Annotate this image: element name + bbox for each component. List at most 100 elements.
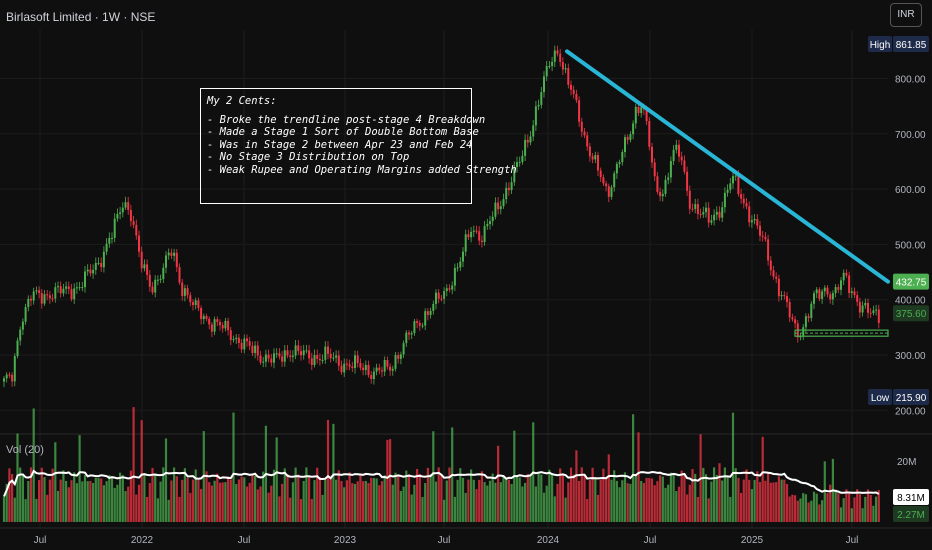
candle-body [251, 345, 254, 353]
volume-bar [251, 473, 254, 522]
candle-body [192, 302, 194, 306]
volume-bar [721, 480, 724, 522]
candle-body [804, 316, 807, 328]
candle-body [89, 269, 92, 274]
volume-bar [270, 485, 273, 522]
volume-bar [818, 504, 821, 522]
candle-body [877, 309, 880, 323]
volume-bar [632, 414, 635, 522]
low-tag-value: 215.90 [896, 393, 927, 404]
candle-body [424, 311, 427, 326]
high-tag: High 861.85 [868, 36, 929, 52]
candle-body [38, 290, 41, 294]
candle-body [389, 366, 392, 371]
candle-body [181, 282, 184, 296]
volume-bar [432, 431, 435, 522]
candle-body [43, 294, 46, 304]
candle-body [116, 213, 119, 219]
volume-bar [578, 481, 581, 522]
volume-bar [421, 496, 424, 522]
candle-body [383, 360, 386, 372]
volume-bar [362, 481, 365, 522]
candle-body [856, 295, 859, 302]
candle-body [35, 290, 38, 292]
candle-body [499, 206, 502, 210]
currency-button[interactable]: INR [890, 3, 922, 27]
volume-bar [507, 479, 510, 522]
low-tag-label: Low [871, 393, 890, 404]
volume-bar [707, 498, 710, 522]
volume-bar [256, 489, 259, 522]
volume-bar [524, 482, 527, 522]
candle-body [543, 76, 545, 93]
candle-body [391, 368, 394, 371]
candle-body [27, 298, 30, 308]
volume-bar [545, 485, 548, 522]
volume-bar [718, 463, 721, 522]
volume-bar [143, 473, 146, 522]
volume-bar [394, 472, 397, 522]
candle-body [262, 361, 265, 363]
candle-body [553, 50, 556, 62]
volume-bar [505, 479, 508, 522]
volume-bar [575, 450, 578, 522]
volume-bar [470, 469, 473, 522]
volume-bar [13, 497, 16, 522]
volume-bar [869, 495, 872, 522]
volume-bar [769, 482, 772, 522]
candle-body [802, 327, 805, 336]
volume-bar [656, 481, 659, 522]
volume-bar [661, 476, 664, 522]
candle-body [561, 62, 564, 70]
volume-bar [551, 474, 554, 522]
volume-bar [291, 482, 294, 522]
candle-body [372, 371, 375, 380]
candle-body [518, 162, 521, 164]
candle-body [726, 189, 729, 193]
candle-body [57, 286, 59, 288]
candle-body [745, 203, 748, 207]
candle-body [335, 355, 338, 358]
volume-bar [151, 467, 154, 522]
candle-body [286, 350, 289, 356]
price-tick-label: 200.00 [895, 406, 926, 417]
volume-bar [402, 486, 405, 522]
candle-body [769, 260, 772, 271]
volume-bar [267, 492, 270, 522]
volume-bar [796, 500, 799, 522]
candle-body [591, 156, 594, 160]
volume-bar [40, 467, 43, 522]
time-tick-label: Jul [438, 535, 451, 546]
volume-bar [559, 468, 562, 522]
candle-body [5, 374, 8, 379]
volume-bar [316, 467, 319, 522]
volume-bar [758, 482, 762, 522]
volume-bar [596, 494, 600, 522]
volume-bar [324, 479, 327, 522]
volume-bar [750, 489, 753, 522]
candle-body [767, 239, 770, 261]
candle-body [232, 339, 235, 341]
volume-bar [235, 484, 238, 522]
candle-body [472, 230, 475, 232]
candle-body [513, 166, 516, 183]
candle-body [148, 274, 151, 287]
volume-bar [791, 494, 794, 522]
price-tags: High 861.85 Low 215.90 432.75 375.60 8.31M 2.27… [868, 36, 929, 522]
candle-body [175, 252, 178, 268]
candle-body [610, 187, 613, 197]
candle-body [313, 355, 316, 366]
volume-bar [642, 483, 645, 522]
candle-body [24, 307, 27, 322]
volume-bar [829, 484, 832, 522]
annotation-point: - No Stage 3 Distribution on Top [207, 151, 410, 164]
volume-bar [48, 479, 51, 522]
candle-body [621, 152, 624, 163]
volume-bar [321, 494, 324, 522]
time-tick-label: 2024 [537, 535, 560, 546]
volume-bar [537, 471, 540, 522]
volume-bar [67, 487, 70, 522]
candle-body [556, 50, 559, 54]
volume-bar [391, 484, 394, 522]
volume-bar [467, 479, 470, 522]
